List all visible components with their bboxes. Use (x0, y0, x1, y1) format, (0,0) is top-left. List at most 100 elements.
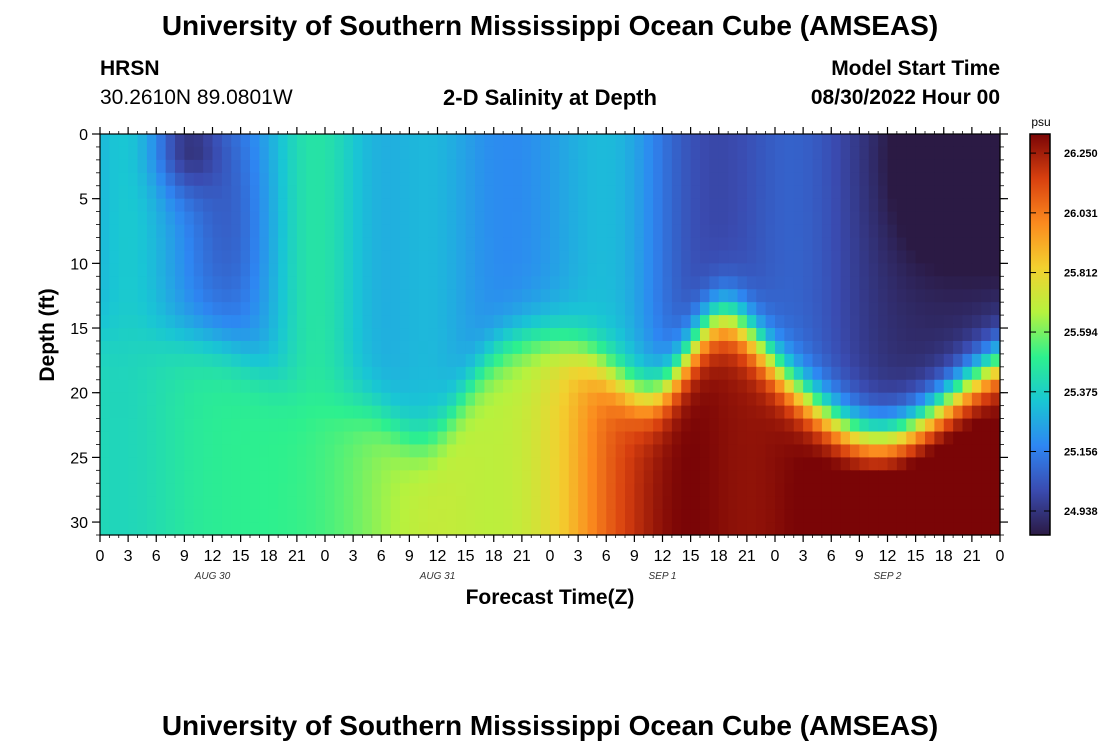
heatmap-cell (212, 379, 223, 394)
heatmap-cell (437, 250, 448, 264)
heatmap-cell (878, 379, 889, 394)
heatmap-cell (737, 159, 748, 174)
heatmap-cell (278, 366, 289, 381)
heatmap-cell (606, 444, 617, 458)
heatmap-cell (437, 315, 448, 329)
heatmap-cell (793, 263, 804, 277)
heatmap-cell (568, 483, 579, 497)
heatmap-cell (278, 289, 289, 303)
heatmap-cell (943, 340, 954, 355)
heatmap-cell (475, 172, 485, 187)
heatmap-cell (109, 379, 120, 394)
heatmap-cell (259, 328, 270, 342)
heatmap-cell (746, 405, 757, 420)
heatmap-cell (925, 353, 935, 368)
heatmap-cell (943, 418, 954, 433)
heatmap-cell (831, 522, 842, 536)
heatmap-cell (175, 134, 185, 148)
heatmap-cell (803, 250, 814, 264)
heatmap-cell (381, 522, 392, 536)
heatmap-cell (418, 198, 429, 213)
heatmap-cell (362, 302, 373, 316)
heatmap-cell (887, 340, 898, 355)
heatmap-cell (718, 250, 729, 264)
heatmap-cell (446, 366, 457, 381)
heatmap-cell (175, 250, 185, 264)
heatmap-cell (184, 366, 195, 381)
heatmap-cell (671, 392, 682, 407)
heatmap-cell (840, 418, 851, 433)
heatmap-cell (840, 134, 851, 148)
heatmap-cell (231, 353, 242, 368)
heatmap-cell (296, 315, 307, 329)
x-tick-label: 3 (124, 548, 133, 565)
heatmap-cell (634, 483, 645, 497)
heatmap-cell (690, 198, 701, 213)
heatmap-cell (784, 263, 795, 277)
heatmap-cell (371, 509, 382, 523)
heatmap-cell (456, 224, 467, 239)
heatmap-cell (109, 418, 120, 433)
heatmap-cell (128, 496, 139, 510)
heatmap-cell (568, 289, 579, 303)
heatmap-cell (550, 172, 560, 187)
heatmap-cell (728, 483, 739, 497)
heatmap-cell (681, 237, 692, 252)
heatmap-cell (737, 276, 748, 290)
heatmap-cell (343, 353, 354, 368)
heatmap-cell (700, 457, 710, 471)
heatmap-cell (728, 328, 739, 342)
heatmap-cell (878, 315, 889, 329)
heatmap-cell (559, 211, 570, 226)
heatmap-cell (643, 263, 654, 277)
heatmap-cell (756, 198, 767, 213)
heatmap-cell (400, 134, 410, 148)
heatmap-cell (175, 366, 185, 381)
heatmap-cell (765, 172, 776, 187)
heatmap-cell (550, 134, 560, 148)
heatmap-cell (475, 250, 485, 264)
heatmap-cell (681, 392, 692, 407)
heatmap-cell (193, 340, 204, 355)
heatmap-cell (137, 159, 148, 174)
heatmap-cell (981, 379, 992, 394)
heatmap-cell (146, 250, 157, 264)
heatmap-cell (203, 185, 214, 200)
heatmap-cell (240, 250, 251, 264)
heatmap-cell (315, 328, 326, 342)
heatmap-cell (953, 366, 964, 381)
heatmap-cell (878, 172, 889, 187)
heatmap-cell (418, 483, 429, 497)
heatmap-cell (540, 366, 551, 381)
heatmap-cell (446, 289, 457, 303)
heatmap-cell (531, 470, 542, 484)
heatmap-cell (868, 522, 879, 536)
station-coordinates: 30.2610N 89.0801W (100, 86, 293, 109)
heatmap-cell (100, 211, 110, 226)
heatmap-cell (625, 444, 635, 458)
heatmap-cell (550, 470, 560, 484)
heatmap-cell (437, 444, 448, 458)
heatmap-cell (859, 185, 870, 200)
heatmap-cell (821, 496, 832, 510)
heatmap-cell (193, 509, 204, 523)
heatmap-cell (362, 146, 373, 161)
heatmap-cell (175, 302, 185, 316)
heatmap-cell (512, 353, 523, 368)
heatmap-cell (437, 392, 448, 407)
heatmap-cell (306, 340, 317, 355)
heatmap-cell (315, 224, 326, 239)
heatmap-cell (428, 134, 439, 148)
heatmap-cell (728, 431, 739, 446)
heatmap-cell (634, 237, 645, 252)
heatmap-cell (353, 496, 364, 510)
heatmap-cell (671, 379, 682, 394)
heatmap-cell (887, 496, 898, 510)
heatmap-cell (493, 302, 504, 316)
heatmap-cell (184, 159, 195, 174)
heatmap-cell (765, 250, 776, 264)
heatmap-cell (315, 340, 326, 355)
heatmap-cell (109, 198, 120, 213)
heatmap-cell (118, 237, 129, 252)
heatmap-cell (681, 250, 692, 264)
